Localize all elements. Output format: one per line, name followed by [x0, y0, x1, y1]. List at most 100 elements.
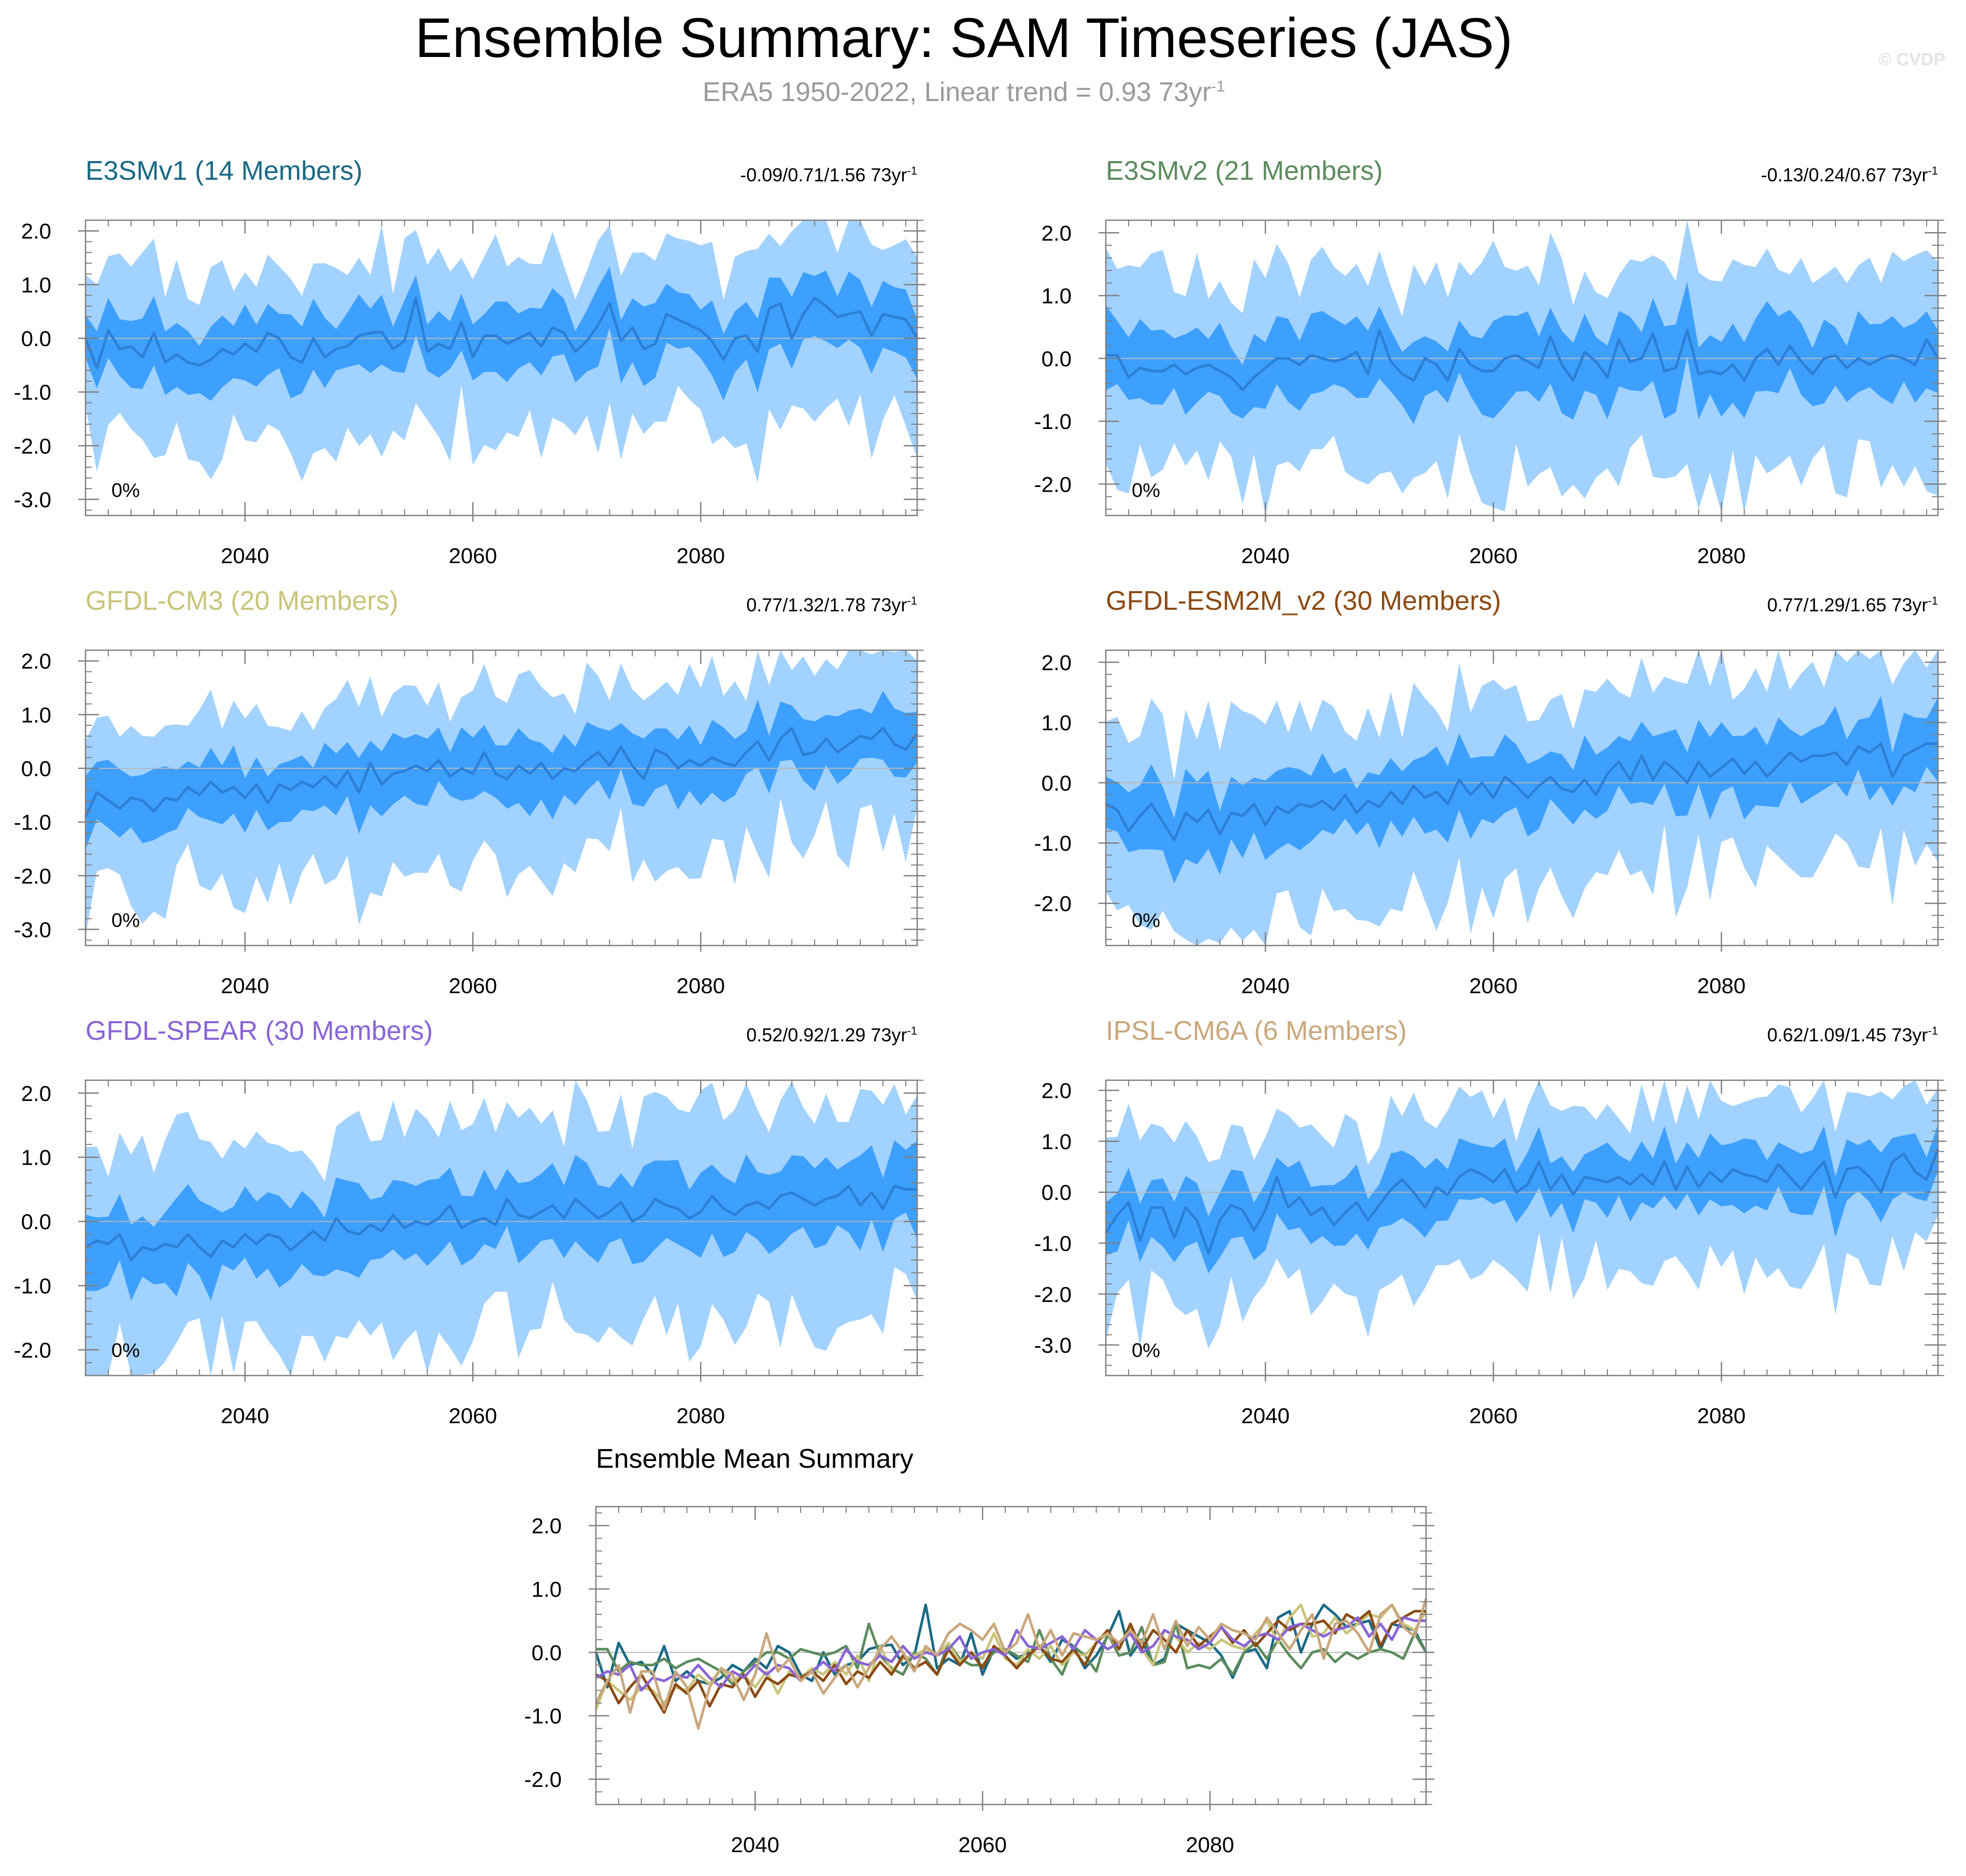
subtitle-text: ERA5 1950-2022, Linear trend = 0.93 73yr	[702, 77, 1212, 107]
panel-title: GFDL-ESM2M_v2 (30 Members)	[1106, 586, 1501, 616]
ensemble-inner-band	[86, 1140, 917, 1301]
x-tick-label: 2060	[1469, 1404, 1517, 1428]
panel-title: GFDL-SPEAR (30 Members)	[86, 1016, 433, 1046]
y-tick-label: 1.0	[1042, 1129, 1072, 1154]
ensemble-mean-line	[84, 726, 919, 818]
y-tick-label: 1.0	[21, 273, 51, 297]
panel-3-data	[1105, 650, 1939, 946]
y-tick-label: 0.0	[21, 1210, 51, 1234]
panel-4-axes: 2040 2060 2080 -2.0 -1.0 0.0 1.0 2.0	[14, 1079, 925, 1428]
y-tick-label: 0.0	[532, 1640, 562, 1665]
summary-title: Ensemble Mean Summary	[596, 1444, 914, 1474]
summary-line-gfdl-cm3	[594, 1603, 1428, 1710]
ensemble-mean-line	[1104, 1148, 1940, 1255]
plot-frame	[1105, 219, 1939, 517]
panel-6-axes: 2040 2060 2080 -2.0 -1.0 0.0 1.0 2.0	[524, 1506, 1434, 1857]
plot-frame	[595, 1506, 1427, 1806]
ensemble-inner-band	[1106, 281, 1938, 424]
panel-2-data	[84, 650, 919, 937]
panel-stats-text: -0.09/0.71/1.56 73yr	[740, 164, 907, 185]
panel-stats-superscript: -1	[1928, 164, 1938, 177]
y-tick-label: 1.0	[21, 703, 51, 727]
y-tick-label: -2.0	[14, 1338, 51, 1362]
panel-stats-text: 0.52/0.92/1.29 73yr	[746, 1024, 907, 1046]
summary-line-e3smv2	[596, 1622, 1428, 1686]
x-tick-label: 2040	[1241, 543, 1289, 568]
summary-line-e3smv1	[594, 1603, 1428, 1689]
y-tick-label: 2.0	[21, 649, 51, 674]
y-tick-label: -1.0	[14, 1274, 51, 1298]
ensemble-mean-line	[1105, 742, 1938, 841]
percent-label: 0%	[1132, 910, 1160, 932]
y-tick-label: 0.0	[1042, 771, 1072, 795]
plot-frame	[84, 1079, 918, 1377]
panel-3-axes: 2040 2060 2080 -2.0 -1.0 0.0 1.0 2.0	[1034, 649, 1946, 998]
y-tick-label: -3.0	[14, 488, 51, 512]
y-tick-label: -1.0	[1034, 831, 1072, 855]
subtitle-superscript: -1	[1211, 78, 1226, 95]
ensemble-mean-line	[1106, 328, 1940, 391]
plot-frame	[84, 219, 918, 517]
panel-title: GFDL-CM3 (20 Members)	[86, 586, 398, 616]
panel-title: IPSL-CM6A (6 Members)	[1106, 1016, 1407, 1046]
y-tick-label: 2.0	[21, 1081, 51, 1106]
percent-label: 0%	[111, 910, 140, 932]
panel-1-data	[1105, 220, 1940, 515]
y-tick-label: -2.0	[524, 1767, 562, 1792]
panel-1-axes: 2040 2060 2080 -2.0 -1.0 0.0 1.0 2.0	[1034, 219, 1946, 568]
x-tick-label: 2060	[449, 1404, 497, 1428]
y-tick-label: 1.0	[1042, 711, 1072, 735]
x-tick-label: 2080	[1697, 543, 1745, 568]
cvdp-watermark: © CVDP	[1878, 50, 1945, 69]
summary-line-gfdl-esm2m_v2	[595, 1610, 1426, 1714]
panel-stats: -0.09/0.71/1.56 73yr-1	[740, 164, 917, 186]
x-tick-label: 2040	[221, 1404, 269, 1428]
y-tick-label: -2.0	[14, 864, 51, 888]
y-tick-label: 0.0	[21, 756, 51, 781]
panel-title: E3SMv1 (14 Members)	[86, 156, 363, 186]
y-tick-label: 2.0	[21, 219, 51, 244]
x-tick-label: 2060	[1469, 543, 1517, 568]
percent-label: 0%	[1132, 480, 1160, 502]
y-tick-label: -3.0	[14, 918, 51, 942]
x-tick-label: 2040	[1241, 1404, 1289, 1428]
plot-frame	[84, 649, 918, 947]
ensemble-inner-band	[86, 691, 917, 850]
plot-frame	[1105, 649, 1939, 947]
y-tick-label: -1.0	[14, 380, 51, 405]
x-tick-label: 2040	[221, 543, 269, 568]
percent-label: 0%	[1132, 1340, 1160, 1362]
x-tick-label: 2040	[731, 1832, 779, 1857]
x-tick-label: 2060	[449, 543, 497, 568]
x-tick-label: 2080	[677, 543, 725, 568]
ensemble-inner-band	[86, 266, 917, 401]
plot-frame	[1105, 1079, 1939, 1377]
panel-5-data	[1104, 1080, 1940, 1349]
panel-2-axes: 2040 2060 2080 -3.0 -2.0 -1.0 0.0 1.0 2.0	[14, 649, 925, 998]
x-tick-label: 2040	[221, 973, 269, 998]
y-tick-label: 0.0	[1042, 347, 1072, 371]
y-tick-label: 2.0	[532, 1514, 562, 1538]
x-tick-label: 2060	[1469, 973, 1517, 998]
x-tick-label: 2080	[1186, 1832, 1234, 1857]
y-tick-label: 0.0	[21, 326, 51, 351]
panel-stats: 0.77/1.32/1.78 73yr-1	[746, 594, 917, 616]
panel-stats-superscript: -1	[907, 1024, 917, 1037]
y-tick-label: 1.0	[21, 1145, 51, 1170]
page-subtitle: ERA5 1950-2022, Linear trend = 0.93 73yr…	[0, 77, 1928, 108]
y-tick-label: 2.0	[1042, 650, 1072, 675]
panel-stats-text: 0.77/1.32/1.78 73yr	[746, 594, 907, 615]
panel-stats: 0.52/0.92/1.29 73yr-1	[746, 1024, 917, 1046]
x-tick-label: 2060	[958, 1832, 1006, 1857]
panel-stats: 0.62/1.09/1.45 73yr-1	[1767, 1024, 1938, 1046]
ensemble-inner-band	[1106, 696, 1938, 884]
panel-4-data	[84, 1080, 918, 1376]
summary-data	[594, 1598, 1428, 1730]
x-tick-label: 2080	[677, 973, 725, 998]
x-tick-label: 2080	[1697, 1404, 1745, 1428]
panel-stats-text: 0.62/1.09/1.45 73yr	[1767, 1024, 1928, 1046]
panel-stats: -0.13/0.24/0.67 73yr-1	[1761, 164, 1938, 186]
panel-stats-superscript: -1	[907, 594, 917, 607]
y-tick-label: -1.0	[14, 810, 51, 835]
